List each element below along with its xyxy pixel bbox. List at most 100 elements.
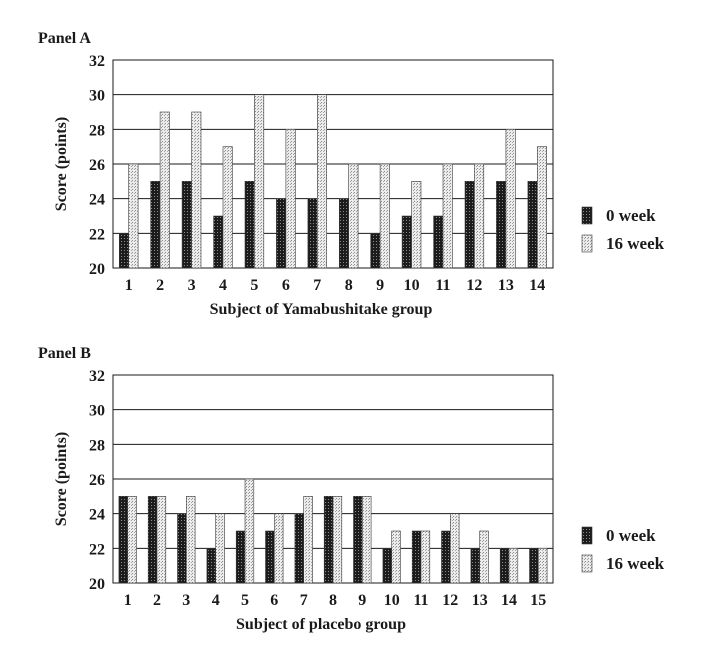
x-tick-label: 13 [498, 277, 514, 294]
x-tick-label: 9 [376, 277, 384, 294]
x-tick-label: 4 [219, 277, 227, 294]
x-tick-label: 1 [125, 277, 133, 294]
bar-week16 [186, 495, 196, 584]
bar-week0 [470, 547, 480, 584]
bar-week0 [382, 547, 392, 584]
bar-week16 [156, 495, 167, 584]
bar-week0 [150, 181, 161, 269]
y-tick-label: 20 [89, 576, 105, 593]
bar-week16 [222, 146, 233, 269]
legend-label: 0 week [606, 206, 656, 225]
x-tick-label: 7 [300, 592, 308, 609]
x-tick-label: 3 [182, 592, 190, 609]
bar-week0 [353, 495, 363, 584]
x-axis-title: Subject of placebo group [236, 616, 406, 633]
x-tick-label: 8 [345, 277, 353, 294]
x-tick-label: 14 [501, 592, 517, 609]
x-tick-label: 6 [270, 592, 278, 609]
x-tick-label: 10 [404, 277, 420, 294]
bar-week0 [235, 530, 246, 584]
bar-week16 [273, 513, 284, 584]
x-tick-label: 5 [250, 277, 258, 294]
bar-week16 [442, 163, 453, 269]
bar-week16 [159, 111, 170, 269]
bar-week16 [411, 181, 422, 269]
legend-swatch-week0 [581, 526, 593, 545]
x-tick-label: 5 [241, 592, 249, 609]
bar-week16 [391, 530, 401, 584]
bar-week16 [285, 129, 296, 269]
x-tick-label: 12 [466, 277, 482, 294]
bar-week16 [474, 163, 485, 269]
y-tick-label: 22 [89, 541, 105, 558]
x-tick-label: 6 [282, 277, 290, 294]
y-tick-label: 28 [89, 437, 105, 454]
panel-title: Panel A [38, 30, 91, 47]
bar-week0 [213, 215, 224, 269]
bar-week0 [527, 181, 538, 269]
x-tick-label: 2 [156, 277, 164, 294]
bar-week16 [303, 495, 313, 584]
bar-week16 [449, 513, 460, 584]
legend-label: 16 week [606, 234, 665, 253]
y-tick-label: 26 [89, 157, 105, 174]
bar-week16 [332, 495, 343, 584]
legend-swatch-week0 [581, 206, 593, 225]
bar-week16 [254, 94, 265, 269]
legend-label: 0 week [606, 526, 656, 545]
bar-week0 [433, 215, 444, 269]
x-tick-label: 10 [384, 592, 400, 609]
bar-week16 [537, 547, 548, 584]
bar-week0 [181, 181, 192, 269]
bar-week0 [294, 513, 304, 584]
bar-week16 [508, 547, 519, 584]
x-tick-label: 1 [124, 592, 132, 609]
bar-week0 [177, 513, 187, 584]
bar-week0 [401, 215, 412, 269]
x-tick-label: 12 [442, 592, 458, 609]
y-axis-title: Score (points) [53, 117, 70, 211]
legend-swatch-week16 [581, 554, 593, 573]
bar-week16 [191, 111, 202, 269]
y-tick-label: 26 [89, 472, 105, 489]
bar-week16 [479, 530, 489, 584]
y-tick-label: 20 [89, 261, 105, 278]
bar-week0 [338, 198, 349, 269]
bar-week16 [361, 495, 372, 584]
bar-week0 [118, 495, 129, 584]
bar-week0 [307, 198, 318, 269]
bar-week0 [370, 233, 381, 269]
legend-label: 16 week [606, 554, 665, 573]
bar-week16 [215, 513, 225, 584]
y-tick-label: 28 [89, 122, 105, 139]
x-tick-label: 7 [313, 277, 321, 294]
legend-swatch-week16 [581, 234, 593, 253]
bar-week16 [128, 163, 139, 269]
bar-week0 [529, 547, 539, 584]
bar-week0 [206, 547, 216, 584]
bar-week16 [536, 146, 547, 269]
bar-week0 [464, 181, 475, 269]
bar-week16 [348, 163, 359, 269]
y-tick-label: 22 [89, 226, 105, 243]
x-tick-label: 2 [153, 592, 161, 609]
panel-title: Panel B [38, 345, 91, 362]
bar-week0 [119, 233, 130, 269]
x-tick-label: 8 [329, 592, 337, 609]
y-tick-label: 32 [89, 53, 105, 70]
x-tick-label: 9 [358, 592, 366, 609]
y-tick-label: 24 [89, 507, 105, 524]
x-tick-label: 3 [188, 277, 196, 294]
bar-week16 [127, 495, 137, 584]
y-tick-label: 30 [89, 403, 105, 420]
bar-week0 [147, 495, 158, 584]
x-tick-label: 15 [530, 592, 546, 609]
plot-frame [112, 59, 554, 269]
bar-week0 [496, 181, 507, 269]
bar-week0 [411, 530, 422, 584]
y-tick-label: 24 [89, 192, 105, 209]
x-tick-label: 11 [413, 592, 428, 609]
y-tick-label: 32 [89, 368, 105, 385]
